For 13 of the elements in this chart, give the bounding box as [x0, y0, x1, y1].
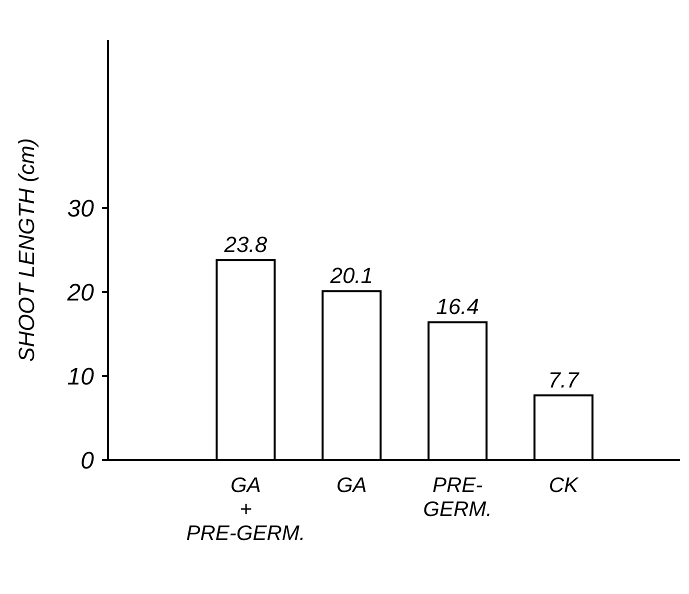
data-label: 20.1 — [329, 263, 374, 288]
x-tick-label: GA — [336, 474, 367, 497]
y-tick-label: 0 — [80, 447, 95, 474]
data-label: 23.8 — [223, 232, 268, 258]
x-tick-label: CK — [548, 474, 580, 497]
x-tick-label: GA + PRE-GERM. — [186, 474, 306, 545]
x-tick-label: PRE- GERM. — [423, 474, 492, 521]
data-label: 16.4 — [436, 294, 479, 320]
y-axis-title: SHOOT LENGTH (cm) — [14, 138, 39, 362]
y-tick-label: 10 — [67, 363, 95, 390]
data-label: 7.7 — [548, 367, 580, 392]
y-tick-label: 30 — [67, 195, 95, 222]
y-tick-label: 20 — [66, 279, 95, 306]
